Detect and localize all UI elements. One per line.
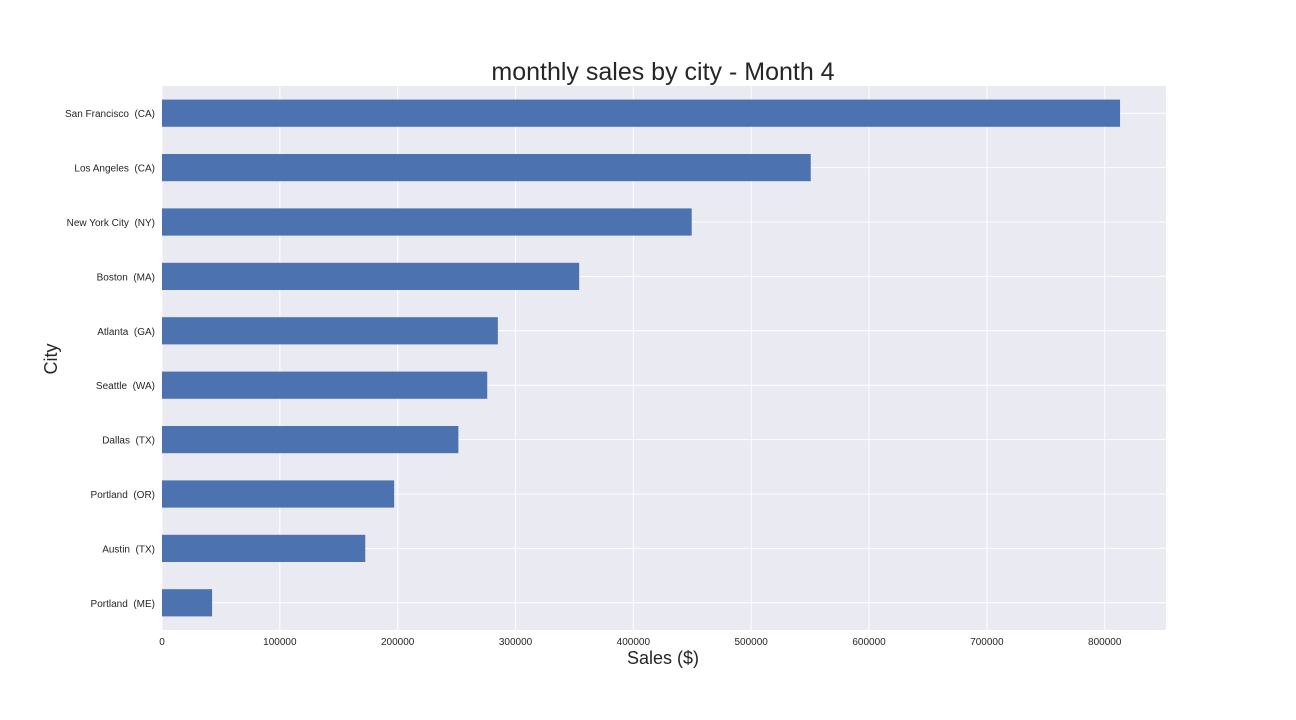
x-axis-label: Sales ($) [627,648,699,668]
bar [162,534,366,562]
y-tick-label: San Francisco (CA) [65,109,155,120]
x-tick-label: 200000 [381,637,415,648]
y-tick-label: Austin (TX) [102,544,155,555]
x-tick-label: 0 [159,637,165,648]
x-tick-labels: 0 100000 200000 300000 400000 500000 600000 700… [159,637,1122,648]
bar [162,426,459,454]
bar [162,371,488,399]
y-tick-label: Boston (MA) [97,272,155,283]
y-tick-label: Dallas (TX) [102,436,155,447]
x-tick-label: 100000 [263,637,297,648]
bar [162,99,1121,127]
bar [162,480,395,508]
y-tick-label: Portland (ME) [91,599,155,610]
x-tick-label: 300000 [499,637,533,648]
bar [162,262,580,290]
chart-title: monthly sales by city - Month 4 [491,58,834,86]
x-tick-label: 800000 [1088,637,1122,648]
bar [162,317,498,345]
y-tick-label: Atlanta (GA) [97,327,155,338]
y-axis-label: City [41,344,61,375]
y-tick-labels: San Francisco (CA) Los Angeles (CA) New Yo… [65,109,155,610]
y-tick-label: Portland (OR) [91,490,155,501]
x-tick-label: 700000 [970,637,1004,648]
x-tick-label: 600000 [852,637,886,648]
bars [162,99,1121,617]
bar [162,208,692,236]
y-tick-label: Los Angeles (CA) [74,164,155,175]
bar [162,154,811,182]
x-tick-label: 400000 [617,637,651,648]
bar [162,589,213,617]
x-tick-label: 500000 [735,637,769,648]
y-tick-label: Seattle (WA) [96,381,155,392]
y-tick-label: New York City (NY) [67,218,155,229]
